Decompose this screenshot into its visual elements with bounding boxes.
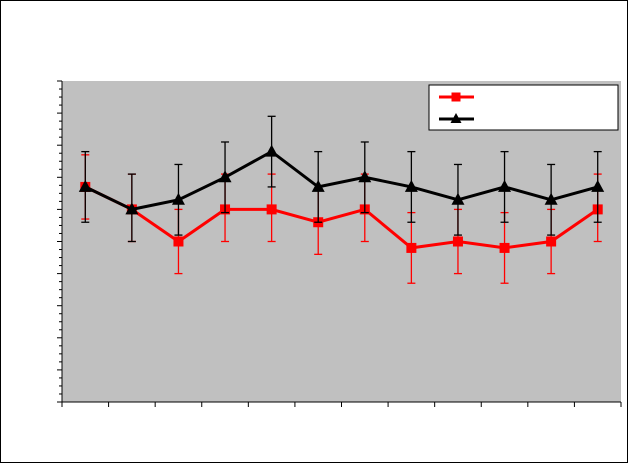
data-point-triangle [265, 144, 279, 157]
data-point-triangle [358, 170, 372, 183]
data-point-square [499, 242, 510, 253]
data-point-square [406, 242, 417, 253]
data-point-triangle [591, 179, 605, 192]
data-point-triangle [498, 179, 512, 192]
data-point-square [452, 236, 463, 247]
legend-marker-triangle [450, 113, 462, 123]
data-point-triangle [544, 192, 558, 205]
data-point-triangle [78, 179, 92, 192]
data-point-triangle [125, 202, 139, 215]
plot-area [62, 81, 621, 402]
legend-box [428, 84, 619, 131]
data-point-square [173, 236, 184, 247]
series-line [84, 149, 599, 211]
data-point-triangle [218, 170, 232, 183]
data-point-triangle [311, 179, 325, 192]
data-point-triangle [451, 192, 465, 205]
series-line [84, 185, 599, 250]
legend-marker-square [451, 92, 461, 102]
data-point-triangle [171, 192, 185, 205]
data-point-square [546, 236, 557, 247]
data-point-triangle [404, 179, 418, 192]
data-point-square [266, 204, 277, 215]
